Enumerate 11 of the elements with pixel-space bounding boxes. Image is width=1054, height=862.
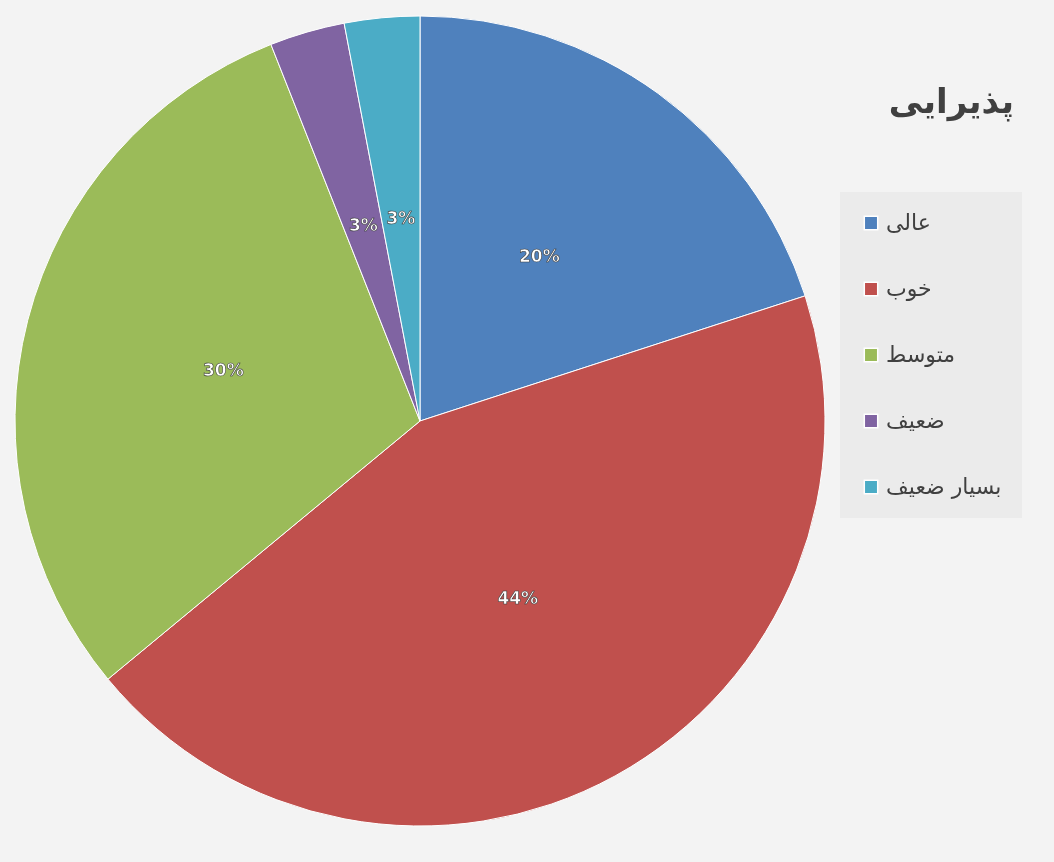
data-label: 3% bbox=[348, 215, 378, 236]
legend-label: بسیار ضعیف bbox=[886, 474, 1002, 499]
text: پذیرایی bbox=[888, 81, 1014, 122]
legend-label: عالی bbox=[886, 210, 931, 235]
data-label: 20% bbox=[518, 245, 560, 266]
legend-label: خوب bbox=[886, 276, 932, 301]
data-label: 3% bbox=[386, 207, 416, 228]
legend-label: متوسط bbox=[886, 342, 956, 367]
data-label: 44% bbox=[497, 587, 539, 608]
legend-label: ضعیف bbox=[886, 408, 945, 433]
data-label: 30% bbox=[203, 359, 244, 380]
